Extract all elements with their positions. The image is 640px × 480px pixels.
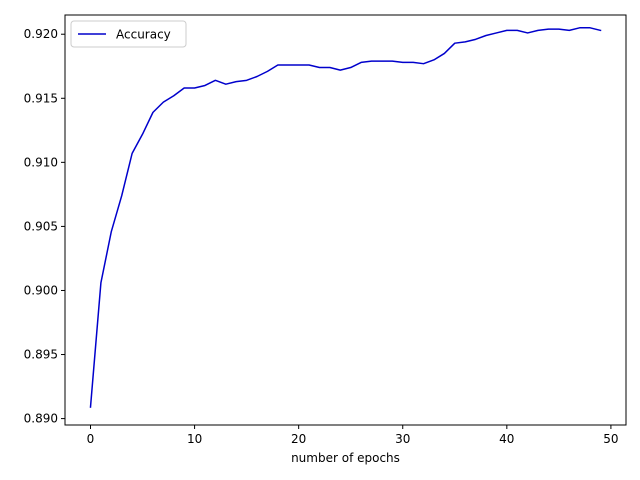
x-tick-label: 50 — [603, 432, 618, 446]
legend-label-accuracy: Accuracy — [116, 28, 171, 42]
legend-box — [70, 20, 187, 48]
plot-frame — [64, 14, 627, 426]
y-tick-label: 0.890 — [24, 412, 58, 426]
y-tick-label: 0.910 — [24, 155, 58, 169]
y-tick-label: 0.920 — [24, 27, 58, 41]
x-axis-label: number of epochs — [291, 451, 400, 465]
x-tick-label: 30 — [395, 432, 410, 446]
y-tick-label: 0.915 — [24, 91, 58, 105]
x-tick-label: 0 — [87, 432, 95, 446]
x-tick-label: 20 — [291, 432, 306, 446]
legend: Accuracy — [70, 20, 187, 48]
y-tick-label: 0.895 — [24, 348, 58, 362]
x-tick-label: 40 — [499, 432, 514, 446]
x-tick-label: 10 — [187, 432, 202, 446]
x-axis-ticks: 0 10 20 30 40 50 — [87, 425, 619, 446]
y-tick-label: 0.905 — [24, 219, 58, 233]
series-line-accuracy — [89, 27, 602, 408]
y-axis-ticks: 0.890 0.895 0.900 0.905 0.910 0.915 0.920 — [24, 27, 65, 426]
plot-area — [65, 15, 626, 425]
series-layer — [89, 27, 602, 408]
y-tick-label: 0.900 — [24, 283, 58, 297]
